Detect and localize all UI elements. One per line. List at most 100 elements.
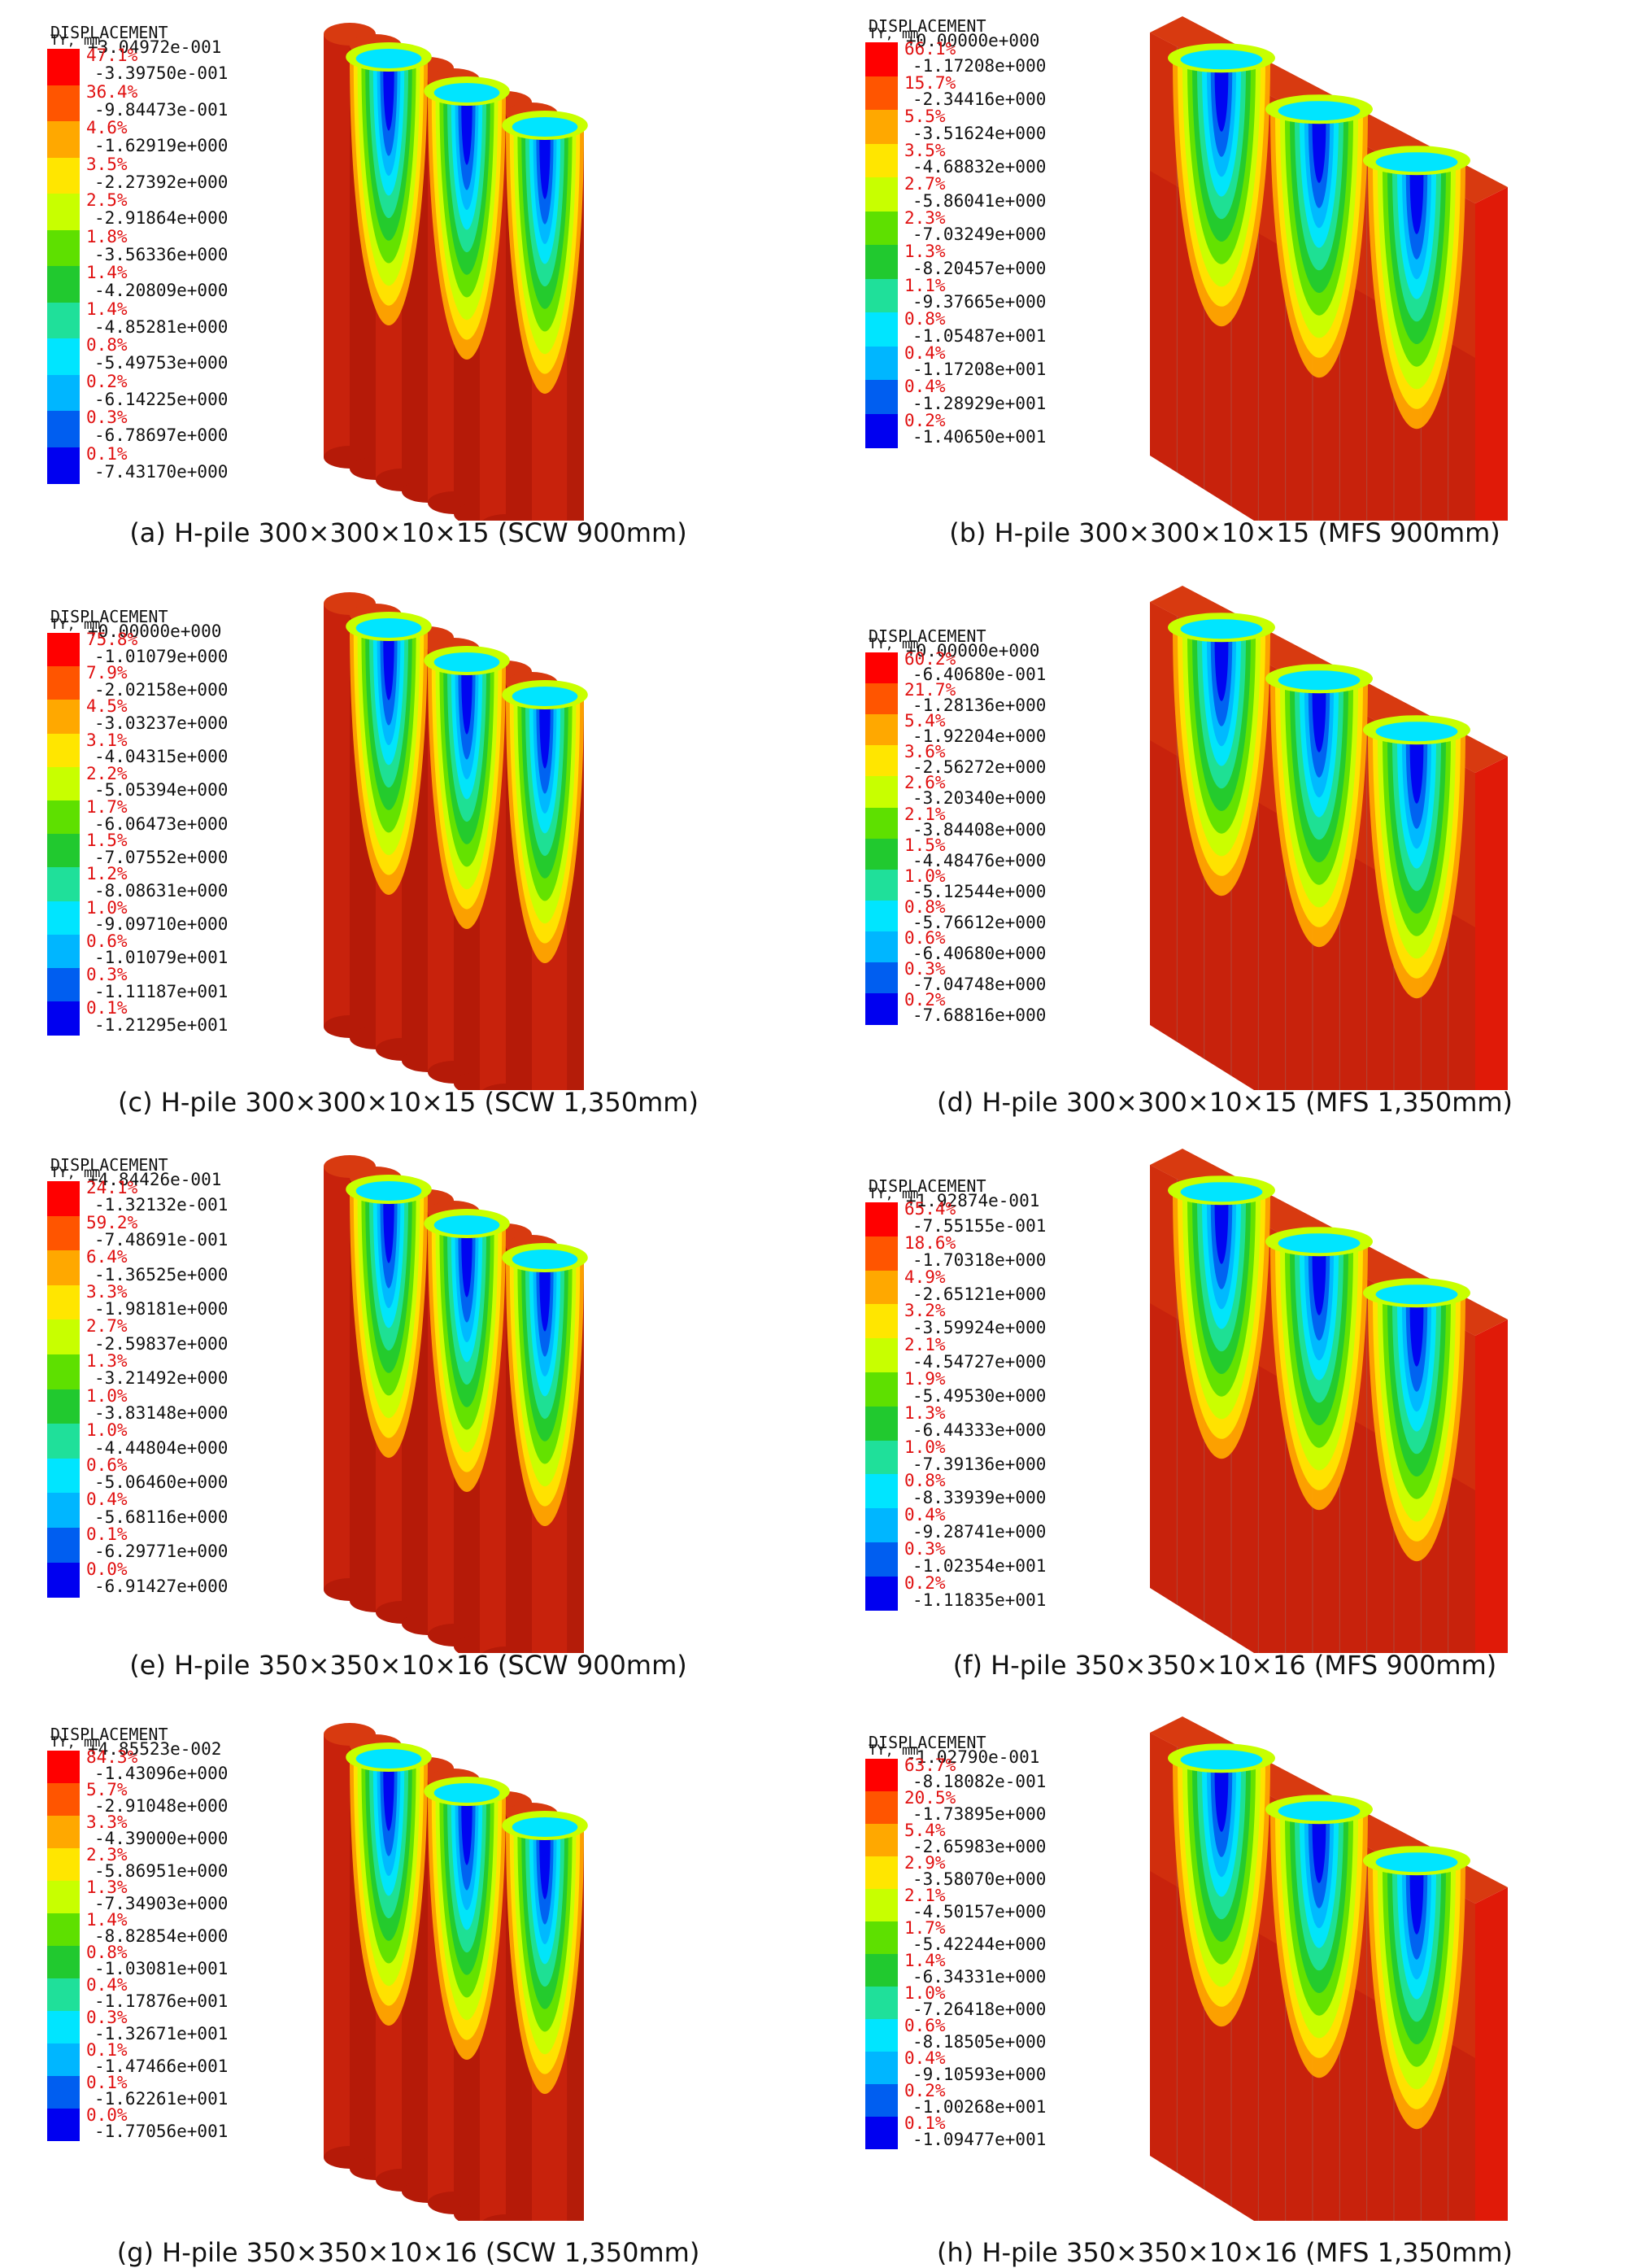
legend-top-value: +0.00000e+000 (88, 622, 222, 641)
legend-swatch (47, 1751, 80, 1783)
legend-percent: 2.6% (904, 773, 946, 793)
scw-wall-model (324, 592, 588, 1090)
legend-swatch (865, 1889, 898, 1921)
contour-band (1409, 1304, 1424, 1367)
legend-percent: 2.7% (86, 1316, 128, 1337)
legend-value: -6.06473e+000 (94, 813, 229, 834)
panel-g: DISPLACEMENT TY, mm +4.85523e-002 84.3% -1.4… (0, 1700, 816, 2268)
legend-value: -1.02354e+001 (912, 1555, 1047, 1576)
legend-swatch (865, 2052, 898, 2084)
legend-swatch (47, 700, 80, 735)
legend-percent: 15.7% (904, 72, 956, 93)
legend-swatch (865, 869, 898, 901)
scw-wall-model (324, 1723, 588, 2221)
legend-swatch (865, 278, 898, 313)
contour-band (1312, 120, 1326, 183)
panel-caption: (a) H-pile 300×300×10×15 (SCW 900mm) (129, 517, 687, 548)
legend-swatch (47, 1913, 80, 1946)
legend-swatch (865, 900, 898, 932)
legend-swatch (47, 1783, 80, 1816)
legend-value: -7.34903e+000 (94, 1894, 229, 1913)
legend-value: -7.68816e+000 (912, 1005, 1047, 1026)
legend-swatch (47, 800, 80, 835)
contour-band (1312, 690, 1326, 752)
legend-percent: 0.1% (86, 1524, 128, 1544)
legend-swatch (865, 714, 898, 747)
legend-percent: 0.4% (904, 342, 946, 363)
legend-percent: 21.7% (904, 680, 956, 700)
panel-caption: (h) H-pile 350×350×10×16 (MFS 1,350mm) (936, 2237, 1513, 2268)
legend-value: -5.49530e+000 (912, 1385, 1047, 1406)
legend-value: -3.83148e+000 (94, 1402, 229, 1423)
legend-value: -5.12544e+000 (912, 881, 1047, 901)
panel-caption: (e) H-pile 350×350×10×16 (SCW 900mm) (129, 1650, 687, 1681)
contour-cap (355, 49, 422, 68)
legend-percent: 0.8% (904, 309, 946, 329)
legend-percent: 5.4% (904, 711, 946, 731)
legend-percent: 0.4% (904, 2048, 946, 2068)
legend-percent: 1.2% (86, 864, 128, 884)
mfs-model (1150, 586, 1508, 1090)
legend-value: -1.17208e+001 (912, 360, 1047, 380)
legend-value: -1.47466e+001 (94, 2056, 229, 2076)
legend-swatch (47, 934, 80, 969)
legend-percent: 5.7% (86, 1780, 128, 1799)
legend-value: -6.40680e-001 (912, 665, 1047, 685)
legend-value: -2.34416e+000 (912, 89, 1047, 110)
contour-cap (512, 1250, 578, 1269)
legend-swatch (865, 1824, 898, 1856)
contour-cap (1278, 101, 1361, 121)
legend-value: -3.59924e+000 (912, 1318, 1047, 1338)
legend-value: -9.37665e+000 (912, 292, 1047, 312)
legend-percent: 2.3% (86, 1845, 128, 1865)
legend-percent: 0.6% (86, 931, 128, 951)
legend-percent: 1.5% (86, 831, 128, 851)
legend-value: -6.44333e+000 (912, 1420, 1047, 1440)
legend-swatch (865, 1270, 898, 1305)
legend-value: -1.00268e+001 (912, 2097, 1047, 2117)
wall-side-face (1475, 1887, 1508, 2221)
legend-swatch (47, 1181, 80, 1216)
panel-b: DISPLACEMENT TY, mm +0.00000e+000 66.1% -1.1… (816, 0, 1633, 566)
legend-swatch (865, 76, 898, 111)
contour-cap (1180, 1182, 1263, 1202)
contour-band (1409, 172, 1424, 234)
mfs-wall-model (1150, 16, 1508, 521)
legend-percent: 1.7% (904, 1918, 946, 1938)
legend-top-value: -1.02790e-001 (906, 1747, 1040, 1767)
legend-percent: 1.7% (86, 797, 128, 817)
contour-band (1214, 639, 1229, 701)
legend-value: -1.32671e+001 (94, 2024, 229, 2043)
legend-percent: 0.2% (904, 2081, 946, 2100)
legend-percent: 59.2% (86, 1212, 138, 1232)
legend-title: DISPLACEMENT (869, 626, 986, 646)
legend-component: TY, mm (869, 1742, 919, 1759)
legend-swatch (865, 211, 898, 246)
legend-swatch (47, 121, 80, 158)
contour-cap (512, 117, 578, 137)
legend-value: -1.43096e+000 (94, 1764, 229, 1783)
legend-percent: 0.3% (86, 965, 128, 984)
legend-percent: 24.1% (86, 1178, 138, 1197)
legend-value: -4.44804e+000 (94, 1437, 229, 1458)
legend-swatch (47, 666, 80, 701)
contour-cap (512, 687, 578, 706)
legend-swatch (47, 1001, 80, 1036)
legend-percent: 1.0% (904, 1437, 946, 1457)
legend-value: -3.56336e+000 (94, 244, 229, 264)
legend-value: -1.28136e+000 (912, 696, 1047, 716)
legend-swatch (865, 2019, 898, 2052)
legend-percent: 0.2% (904, 410, 946, 430)
contour-band (383, 638, 394, 700)
legend-percent: 75.8% (86, 630, 138, 649)
legend-percent: 0.8% (904, 1471, 946, 1491)
legend-percent: 3.1% (86, 730, 128, 750)
legend-percent: 1.0% (904, 866, 946, 886)
legend-percent: 0.8% (904, 896, 946, 917)
legend-value: -5.68116e+000 (94, 1507, 229, 1527)
legend-percent: 2.3% (904, 207, 946, 228)
legend-swatch (47, 266, 80, 303)
legend-title: DISPLACEMENT (869, 1733, 986, 1752)
legend-swatch (47, 867, 80, 902)
legend-swatch (865, 962, 898, 994)
